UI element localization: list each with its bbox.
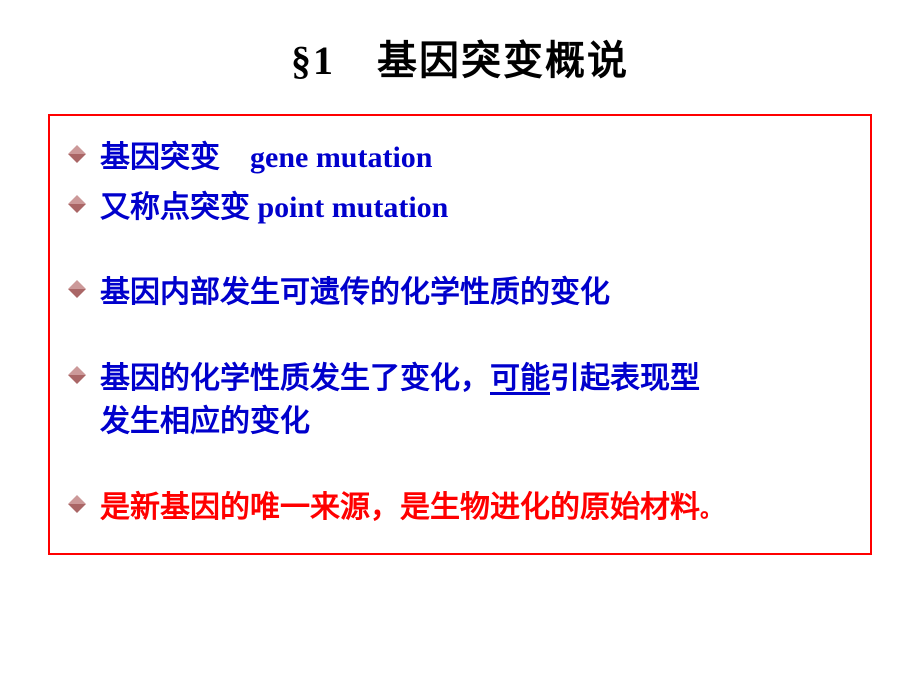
bullet-item-3: 基因内部发生可遗传的化学性质的变化	[68, 271, 852, 315]
content-box: 基因突变 gene mutation 又称点突变 point mutation …	[48, 114, 872, 555]
text-main: 是新基因的唯一来源，是生物进化的原始材料	[100, 491, 700, 524]
bullet-text-5: 是新基因的唯一来源，是生物进化的原始材料。	[100, 486, 722, 530]
diamond-bullet-icon	[68, 366, 86, 384]
bullet-item-1: 基因突变 gene mutation	[68, 136, 852, 180]
text-period: 。	[700, 497, 722, 522]
diamond-bullet-icon	[68, 495, 86, 513]
bullet-text-1: 基因突变 gene mutation	[100, 136, 433, 180]
slide-container: §1 基因突变概说 基因突变 gene mutation 又称点突变 point…	[0, 0, 920, 690]
slide-title: §1 基因突变概说	[48, 28, 872, 86]
diamond-bullet-icon	[68, 145, 86, 163]
bullet-item-4: 基因的化学性质发生了变化，可能引起表现型	[68, 357, 852, 401]
diamond-bullet-icon	[68, 280, 86, 298]
text-cn: 又称点突变	[100, 191, 258, 224]
text-line2: 发生相应的变化	[100, 405, 310, 438]
bullet-text-4-line2: 发生相应的变化	[100, 400, 852, 444]
text-post: 引起表现型	[550, 362, 700, 395]
text-en: point mutation	[258, 191, 449, 224]
text-cn: 基因突变	[100, 141, 250, 174]
text-pre: 基因的化学性质发生了变化，	[100, 362, 490, 395]
text-en: gene mutation	[250, 141, 433, 174]
bullet-text-3: 基因内部发生可遗传的化学性质的变化	[100, 271, 610, 315]
bullet-item-2: 又称点突变 point mutation	[68, 186, 852, 230]
bullet-text-2: 又称点突变 point mutation	[100, 186, 448, 230]
bullet-item-5: 是新基因的唯一来源，是生物进化的原始材料。	[68, 486, 852, 530]
diamond-bullet-icon	[68, 195, 86, 213]
text-underline: 可能	[490, 362, 550, 395]
bullet-text-4: 基因的化学性质发生了变化，可能引起表现型	[100, 357, 700, 401]
